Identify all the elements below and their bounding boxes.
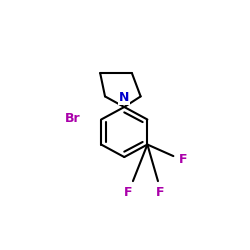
Text: Br: Br bbox=[64, 112, 80, 126]
Text: N: N bbox=[119, 91, 130, 104]
Text: F: F bbox=[179, 154, 187, 166]
Text: F: F bbox=[124, 186, 132, 199]
Text: F: F bbox=[156, 186, 164, 199]
